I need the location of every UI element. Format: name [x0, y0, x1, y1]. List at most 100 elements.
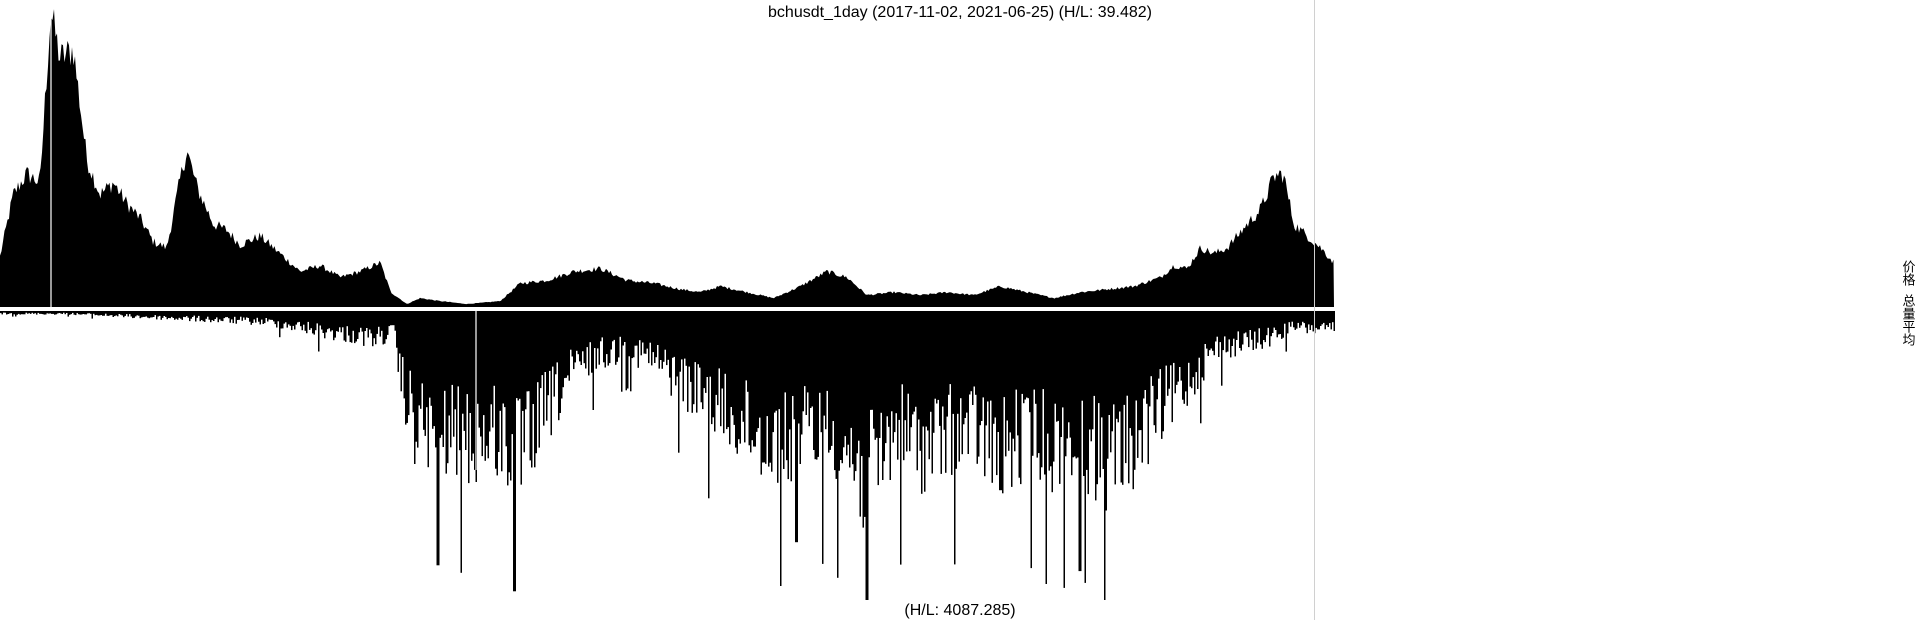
volume-bar: [76, 311, 78, 314]
volume-bar: [667, 311, 669, 360]
volume-bar: [159, 311, 161, 316]
volume-bar: [28, 311, 30, 314]
volume-bar: [295, 311, 297, 325]
volume-bar: [408, 311, 410, 416]
volume-bar: [1111, 311, 1113, 432]
volume-bar: [46, 311, 48, 314]
volume-bar: [306, 311, 308, 334]
volume-bar: [1051, 311, 1053, 493]
volume-bar: [951, 311, 953, 475]
volume-bar: [1240, 311, 1242, 351]
volume-bar: [354, 311, 356, 344]
volume-bar: [556, 311, 558, 363]
volume-bar: [1323, 311, 1325, 323]
volume-bar: [507, 311, 509, 486]
volume-bar: [240, 311, 242, 317]
volume-bar: [789, 311, 791, 430]
volume-bar: [453, 311, 455, 437]
volume-bar: [1009, 311, 1011, 433]
volume-bar: [946, 311, 948, 417]
volume-bar: [387, 311, 389, 335]
volume-bar: [982, 311, 984, 398]
volume-bar: [45, 311, 47, 315]
volume-bar: [583, 311, 585, 364]
volume-bar: [1117, 311, 1119, 423]
volume-bar: [988, 311, 990, 459]
volume-bar: [82, 311, 84, 314]
volume-bar: [1227, 311, 1229, 352]
volume-bar: [1176, 311, 1178, 385]
volume-bar: [300, 311, 302, 327]
volume-bar: [850, 311, 852, 428]
volume-bar: [829, 311, 831, 450]
volume-bar: [1101, 311, 1103, 418]
volume-bar: [597, 311, 599, 349]
volume-bar: [613, 311, 615, 340]
volume-bar: [1224, 311, 1226, 337]
volume-bar: [553, 311, 555, 397]
volume-bar: [555, 311, 557, 375]
volume-bar: [1150, 311, 1152, 377]
volume-bar: [1312, 311, 1314, 332]
volume-bar: [264, 311, 266, 324]
volume-bar: [1294, 311, 1296, 330]
volume-bar: [1333, 311, 1335, 331]
volume-bar: [567, 311, 569, 376]
volume-bar: [261, 311, 263, 320]
volume-bar: [948, 311, 950, 395]
volume-bar: [139, 311, 141, 319]
volume-bar: [717, 311, 719, 406]
volume-bar: [573, 311, 575, 370]
volume-bar: [282, 311, 284, 329]
volume-bar: [222, 311, 224, 322]
volume-bar: [1044, 311, 1046, 475]
volume-bar: [1206, 311, 1208, 349]
volume-bar: [1299, 311, 1301, 328]
volume-bar: [33, 311, 35, 314]
volume-bar: [933, 311, 935, 433]
volume-bar: [570, 311, 572, 350]
volume-bar: [724, 311, 726, 374]
volume-bar: [873, 311, 875, 429]
volume-bar: [550, 311, 552, 436]
volume-bar: [1210, 311, 1212, 349]
volume-bar: [753, 311, 755, 447]
volume-bar: [582, 311, 584, 352]
volume-bar: [580, 311, 582, 365]
volume-bar: [754, 311, 756, 447]
volume-bar: [459, 311, 461, 451]
volume-bar: [1036, 311, 1038, 458]
volume-bar: [832, 311, 834, 421]
volume-bar: [1078, 311, 1080, 572]
volume-bar: [294, 311, 296, 330]
volume-bar: [169, 311, 171, 319]
volume-bar: [285, 311, 287, 323]
volume-bar: [624, 311, 626, 342]
volume-bar: [52, 311, 54, 314]
volume-bar: [154, 311, 156, 316]
volume-bar: [649, 311, 651, 343]
volume-bar: [1246, 311, 1248, 338]
volume-bar: [321, 311, 323, 330]
volume-bar: [163, 311, 165, 316]
volume-bar: [985, 311, 987, 426]
volume-bar: [121, 311, 123, 316]
volume-bar: [1105, 311, 1107, 511]
volume-bar: [160, 311, 162, 320]
volume-bar: [786, 311, 788, 461]
volume-bar: [162, 311, 164, 318]
volume-bar: [562, 311, 564, 388]
volume-bar: [316, 311, 318, 324]
volume-bar: [835, 311, 837, 479]
volume-bar: [720, 311, 722, 427]
volume-bar: [771, 311, 773, 472]
volume-bar: [802, 311, 804, 412]
volume-bar: [1170, 311, 1172, 366]
volume-bar: [462, 311, 464, 414]
volume-bar: [801, 311, 803, 435]
volume-bar: [7, 311, 9, 314]
volume-bar: [357, 311, 359, 339]
volume-bar: [861, 311, 863, 456]
volume-bar: [439, 311, 441, 438]
volume-bar: [904, 311, 906, 421]
